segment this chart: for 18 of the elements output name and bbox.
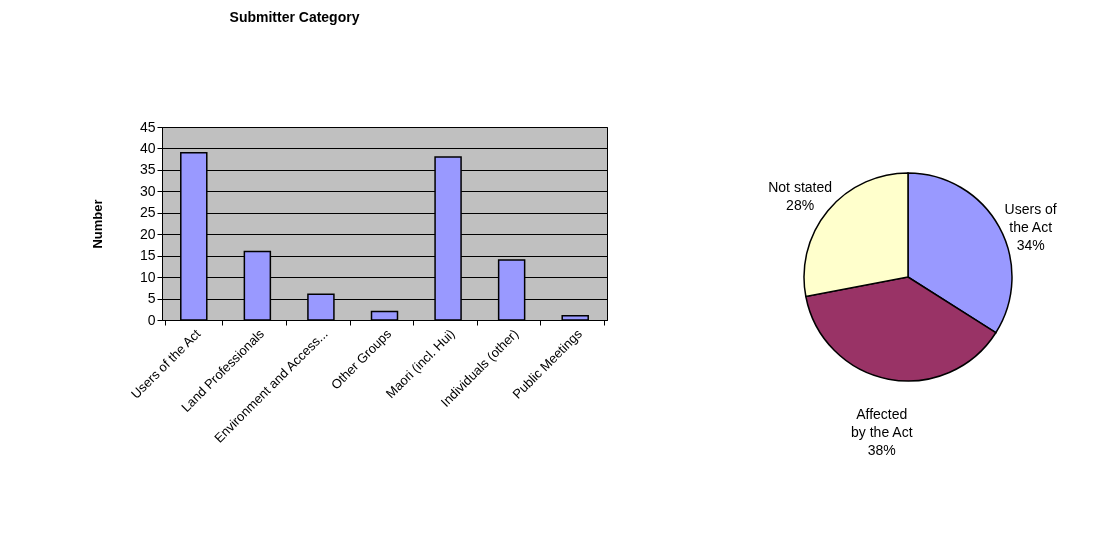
y-tick-label: 35 [139,161,156,178]
y-tick-label: 10 [139,268,156,285]
y-tick-label: 30 [139,182,156,199]
y-tick-label: 45 [139,118,156,135]
data-label: 28% [786,196,815,213]
y-tick-label: 0 [147,311,156,328]
y-axis-title: Number [89,199,105,249]
slice-label: Users of the Act [1004,200,1057,235]
y-tick-label: 25 [139,204,156,221]
y-tick-label: 15 [139,247,156,264]
y-tick-label: 40 [139,139,156,156]
data-label: 38% [867,441,896,458]
slice-label: Affected by the Act [851,405,913,440]
slice-label: Not stated [768,178,833,195]
chart-title: Submitter Category [229,9,360,25]
data-label: 34% [1016,236,1045,253]
y-tick-label: 5 [147,290,156,307]
y-tick-label: 20 [139,225,156,242]
